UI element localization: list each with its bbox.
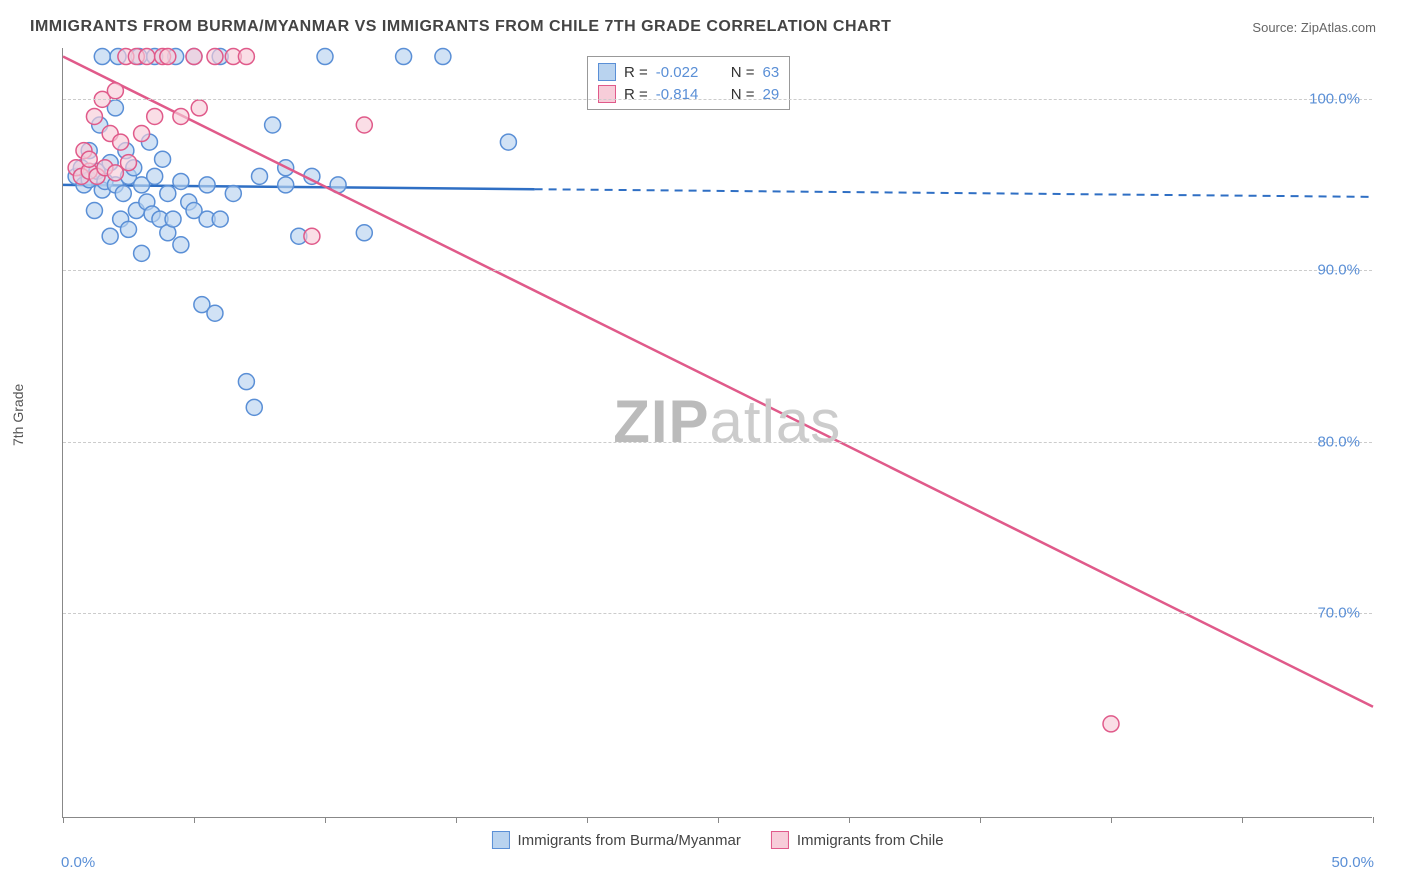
correlation-legend: R = -0.022 N = 63 R =-0.814N =29 — [587, 56, 790, 110]
data-point-chile — [207, 49, 223, 65]
data-point-chile — [81, 151, 97, 167]
data-point-burma — [86, 203, 102, 219]
gridline — [63, 99, 1372, 100]
data-point-burma — [160, 185, 176, 201]
data-point-chile — [113, 134, 129, 150]
x-tick-mark — [1111, 817, 1112, 823]
data-point-burma — [94, 49, 110, 65]
x-tick-label: 50.0% — [1331, 854, 1374, 871]
series-legend: Immigrants from Burma/Myanmar Immigrants … — [491, 831, 943, 849]
data-point-burma — [246, 399, 262, 415]
data-point-chile — [1103, 716, 1119, 732]
data-point-chile — [173, 108, 189, 124]
data-point-burma — [207, 305, 223, 321]
x-tick-mark — [325, 817, 326, 823]
x-tick-mark — [63, 817, 64, 823]
legend-n-label: N = — [731, 64, 755, 81]
x-tick-mark — [718, 817, 719, 823]
data-point-burma — [252, 168, 268, 184]
x-tick-mark — [1242, 817, 1243, 823]
data-point-burma — [121, 221, 137, 237]
gridline — [63, 442, 1372, 443]
data-point-burma — [238, 374, 254, 390]
regression-line-dashed-burma — [535, 189, 1373, 197]
data-point-chile — [139, 49, 155, 65]
y-axis-label: 7th Grade — [10, 384, 26, 446]
x-tick-mark — [194, 817, 195, 823]
legend-r-value: -0.022 — [656, 64, 711, 81]
legend-row-burma: R = -0.022 N = 63 — [598, 61, 779, 83]
y-tick-label: 90.0% — [1317, 262, 1360, 279]
data-point-burma — [165, 211, 181, 227]
data-point-burma — [134, 245, 150, 261]
legend-n-value: 63 — [763, 64, 780, 81]
data-point-chile — [107, 83, 123, 99]
series-legend-label: Immigrants from Chile — [797, 832, 944, 849]
data-point-burma — [155, 151, 171, 167]
data-point-burma — [356, 225, 372, 241]
x-tick-mark — [980, 817, 981, 823]
data-point-chile — [147, 108, 163, 124]
x-tick-mark — [1373, 817, 1374, 823]
data-point-chile — [160, 49, 176, 65]
x-tick-mark — [456, 817, 457, 823]
data-point-burma — [225, 185, 241, 201]
data-point-chile — [121, 155, 137, 171]
series-legend-item-chile: Immigrants from Chile — [771, 831, 944, 849]
source-name: ZipAtlas.com — [1301, 20, 1376, 35]
legend-r-label: R = — [624, 64, 648, 81]
series-legend-label: Immigrants from Burma/Myanmar — [517, 832, 740, 849]
data-point-burma — [396, 49, 412, 65]
data-point-chile — [304, 228, 320, 244]
chart-title: IMMIGRANTS FROM BURMA/MYANMAR VS IMMIGRA… — [30, 18, 891, 36]
series-legend-item-burma: Immigrants from Burma/Myanmar — [491, 831, 740, 849]
chart-svg — [63, 48, 1372, 817]
data-point-chile — [134, 126, 150, 142]
data-point-burma — [115, 185, 131, 201]
y-tick-label: 70.0% — [1317, 604, 1360, 621]
x-tick-mark — [587, 817, 588, 823]
data-point-burma — [147, 168, 163, 184]
data-point-chile — [107, 165, 123, 181]
data-point-burma — [173, 237, 189, 253]
legend-swatch — [598, 63, 616, 81]
data-point-burma — [212, 211, 228, 227]
y-tick-label: 100.0% — [1309, 91, 1360, 108]
source-attribution: Source: ZipAtlas.com — [1252, 20, 1376, 35]
data-point-burma — [500, 134, 516, 150]
y-tick-label: 80.0% — [1317, 433, 1360, 450]
data-point-burma — [265, 117, 281, 133]
data-point-chile — [86, 108, 102, 124]
chart-plot-area: ZIPatlas R =-0.022N =63R =-0.814N =29 Im… — [62, 48, 1372, 818]
legend-swatch — [491, 831, 509, 849]
data-point-burma — [173, 173, 189, 189]
data-point-burma — [317, 49, 333, 65]
data-point-chile — [238, 49, 254, 65]
data-point-chile — [191, 100, 207, 116]
gridline — [63, 270, 1372, 271]
legend-row-chile: R =-0.814N =29 — [598, 83, 779, 105]
data-point-burma — [199, 177, 215, 193]
data-point-chile — [186, 49, 202, 65]
data-point-burma — [278, 177, 294, 193]
x-tick-label: 0.0% — [61, 854, 95, 871]
regression-line-chile — [63, 57, 1373, 707]
data-point-burma — [102, 228, 118, 244]
legend-swatch — [771, 831, 789, 849]
x-tick-mark — [849, 817, 850, 823]
data-point-chile — [356, 117, 372, 133]
source-label: Source: — [1252, 20, 1297, 35]
data-point-burma — [435, 49, 451, 65]
gridline — [63, 613, 1372, 614]
